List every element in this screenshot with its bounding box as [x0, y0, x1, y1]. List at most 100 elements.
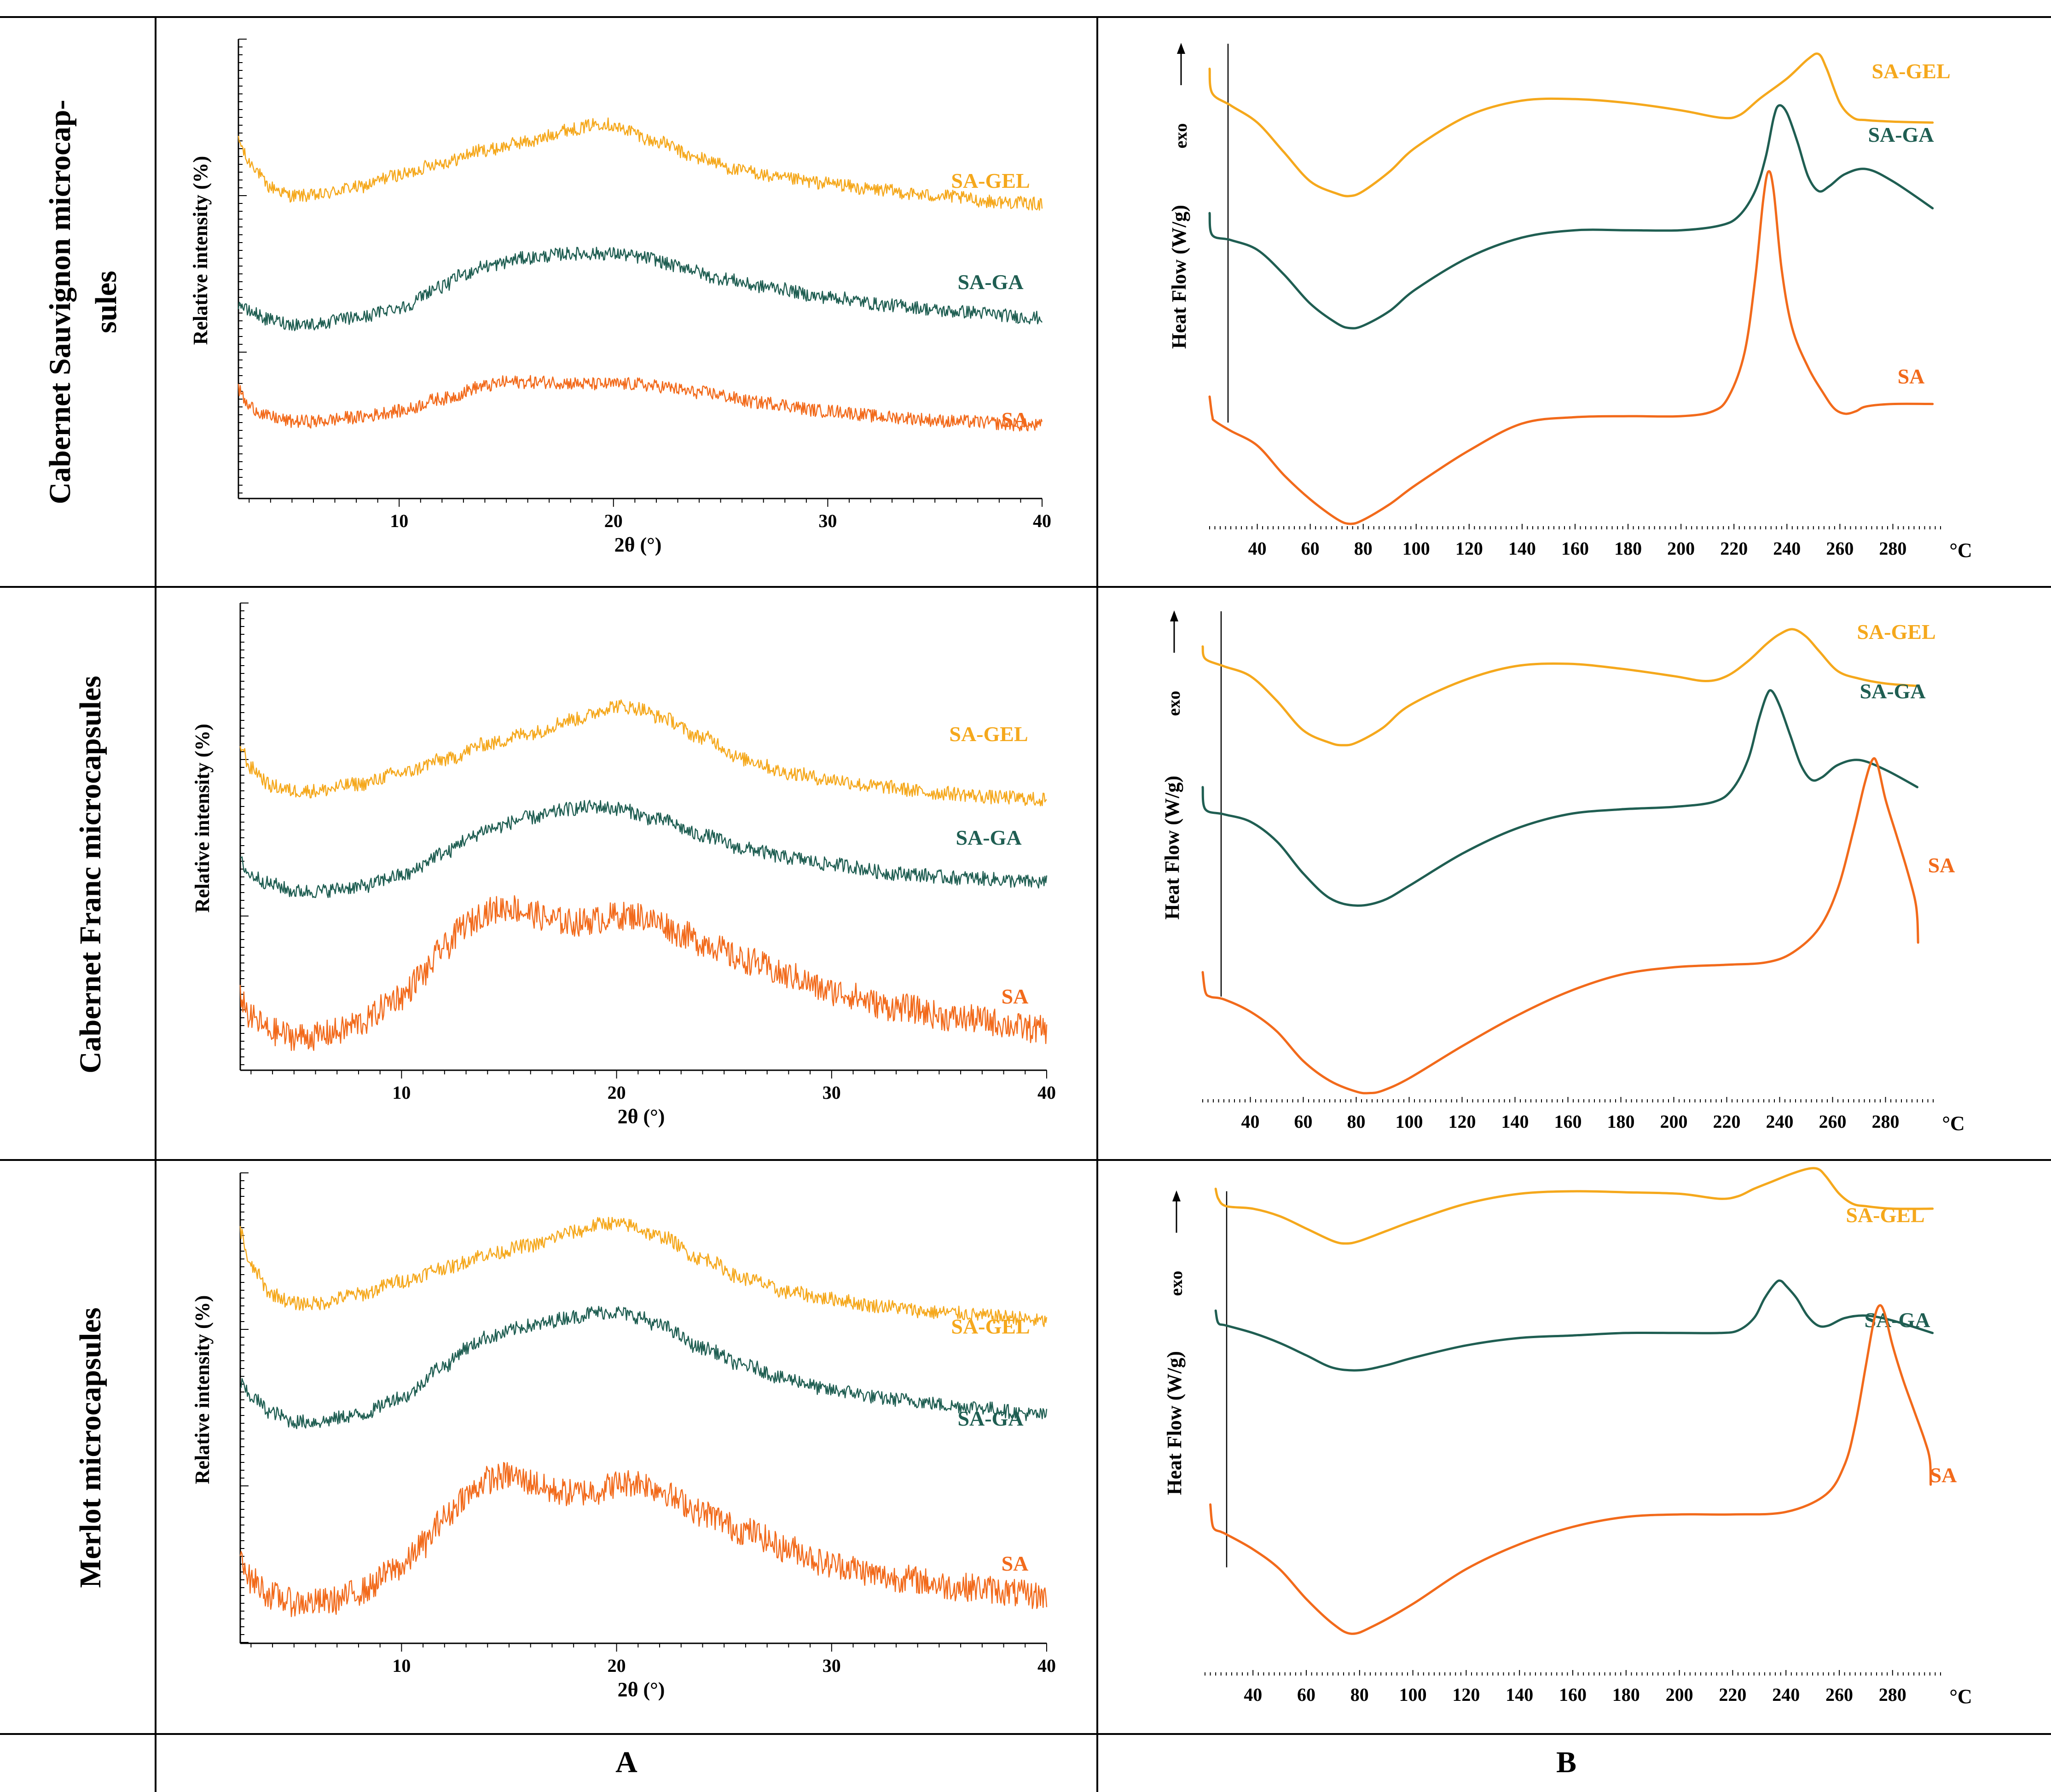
series-line-sa-gel: [239, 1217, 1048, 1327]
x-tick-label: 160: [1554, 1111, 1582, 1132]
chart-dsc-cabernet-franc: 40 60 80 100 120 140 160 180 200 220 240 260 280 °C He…: [1161, 610, 1965, 1135]
series-line-sa-gel: [238, 117, 1043, 211]
y-axis-label: Heat Flow (W/g): [1168, 205, 1190, 349]
series-line-sa-ga: [240, 800, 1048, 898]
series-label-sa: SA: [1928, 853, 1955, 877]
y-axis-minor-ticks: [240, 1172, 249, 1643]
series-label-sa-ga: SA-GA: [957, 270, 1023, 294]
x-tick-label: 200: [1666, 1684, 1693, 1705]
x-tick-label: 80: [1354, 538, 1373, 559]
exo-arrow-icon: [1170, 610, 1178, 621]
x-tick-label: 260: [1825, 1684, 1853, 1705]
x-axis-ticks: [250, 1070, 1047, 1079]
x-tick-label: 140: [1501, 1111, 1529, 1132]
x-tick-label: 40: [1241, 1111, 1260, 1132]
row-label-merlot: Merlot microcapsules: [74, 1307, 107, 1588]
x-tick-label: 280: [1872, 1111, 1900, 1132]
x-tick-label: 100: [1396, 1111, 1423, 1132]
y-axis-label: Heat Flow (W/g): [1163, 1351, 1186, 1495]
x-tick-label: 180: [1614, 538, 1642, 559]
chart-dsc-merlot: 40 60 80 100 120 140 160 180 200 220 240 260 280 °C He…: [1163, 1167, 1972, 1708]
y-axis-label: Heat Flow (W/g): [1161, 776, 1183, 920]
x-tick-label: 240: [1772, 1684, 1800, 1705]
chart-xrd-cabernet-franc: 10 20 30 40 2θ (°) Relative intensity (%) SA-G…: [191, 603, 1056, 1128]
x-tick-label: 40: [1037, 1082, 1056, 1103]
x-tick-label: 140: [1508, 538, 1536, 559]
exo-arrow-icon: [1172, 1190, 1181, 1201]
series-line-sa: [1201, 757, 1919, 1095]
series-label-sa-ga: SA-GA: [956, 826, 1021, 849]
x-tick-label: 100: [1399, 1684, 1427, 1705]
x-tick-label: 220: [1719, 1684, 1746, 1705]
x-tick-label: 220: [1713, 1111, 1741, 1132]
exo-label: exo: [1171, 123, 1191, 149]
x-tick-label: 280: [1879, 1684, 1906, 1705]
chart-xrd-merlot: 10 20 30 40 2θ (°) Relative intensity (%) SA-G…: [191, 1172, 1056, 1701]
y-axis-minor-ticks: [240, 603, 249, 1065]
x-tick-label: 200: [1667, 538, 1695, 559]
x-axis-unit-label: °C: [1949, 539, 1972, 562]
x-axis-label: 2θ (°): [618, 1678, 665, 1701]
series-label-sa: SA: [1002, 985, 1029, 1008]
series-line-sa-ga: [1208, 104, 1934, 330]
exo-arrow-icon: [1177, 43, 1185, 54]
series-label-sa-gel: SA-GEL: [1871, 59, 1950, 83]
x-tick-label: 10: [390, 510, 408, 531]
y-axis-label: Relative intensity (%): [189, 156, 212, 345]
x-tick-label: 60: [1301, 538, 1320, 559]
series-label-sa-gel: SA-GEL: [1857, 620, 1935, 644]
series-line-sa: [239, 895, 1048, 1051]
series-line-sa: [238, 375, 1043, 432]
row-labels: Cabernet Sauvignon microcap-sules Caberne…: [43, 100, 123, 1588]
x-tick-label: 60: [1294, 1111, 1313, 1132]
y-axis-minor-ticks: [238, 39, 247, 493]
x-axis-ticks: [250, 1643, 1047, 1652]
x-axis-unit-label: °C: [1949, 1685, 1972, 1708]
x-tick-label: 80: [1350, 1684, 1369, 1705]
x-axis-ticks: [249, 499, 1043, 507]
series-group: SA-GEL SA-GA SA: [239, 699, 1048, 1051]
x-axis-label: 2θ (°): [614, 534, 662, 556]
x-tick-label: 260: [1826, 538, 1854, 559]
row-label-cabernet-franc: Cabernet Franc microcapsules: [74, 676, 107, 1073]
series-line-sa: [1208, 170, 1934, 525]
x-tick-label: 220: [1720, 538, 1748, 559]
chart-dsc-cabernet-sauvignon: 40 60 80 100 120 140 160 180 200 220 240 260 280 °C He…: [1168, 43, 1972, 562]
x-tick-label: 180: [1607, 1111, 1635, 1132]
y-axis-label: Relative intensity (%): [191, 1295, 214, 1485]
series-label-sa-ga: SA-GA: [957, 1407, 1023, 1430]
series-line-sa-gel: [1201, 628, 1918, 747]
x-tick-label: 20: [608, 1655, 626, 1676]
x-tick-label: 30: [823, 1655, 841, 1676]
x-tick-label: 120: [1448, 1111, 1476, 1132]
exo-label: exo: [1167, 1271, 1186, 1296]
series-line-sa-ga: [1214, 1279, 1934, 1372]
exo-label: exo: [1165, 691, 1184, 716]
chart-panels: 10 20 30 40 2θ (°) Relative intensity (%) SA-G…: [189, 39, 1972, 1708]
chart-xrd-cabernet-sauvignon: 10 20 30 40 2θ (°) Relative intensity (%) SA-G…: [189, 39, 1051, 556]
x-tick-label: 140: [1506, 1684, 1533, 1705]
row-label-cabernet-sauvignon-line1: Cabernet Sauvignon microcap-: [43, 100, 77, 505]
y-axis-label: Relative intensity (%): [191, 724, 214, 913]
x-tick-label: 260: [1819, 1111, 1847, 1132]
x-axis-ticks: [1205, 1670, 1941, 1676]
x-tick-label: 180: [1612, 1684, 1640, 1705]
series-line-sa-ga: [238, 247, 1043, 331]
x-tick-label: 40: [1037, 1655, 1056, 1676]
x-tick-label: 240: [1773, 538, 1801, 559]
x-tick-label: 30: [823, 1082, 841, 1103]
series-label-sa-gel: SA-GEL: [949, 722, 1028, 746]
series-line-sa-ga: [1201, 689, 1918, 907]
x-tick-label: 120: [1455, 538, 1483, 559]
x-tick-label: 60: [1297, 1684, 1315, 1705]
x-tick-label: 20: [608, 1082, 626, 1103]
x-axis-ticks: [1202, 1097, 1934, 1102]
x-tick-label: 100: [1402, 538, 1430, 559]
series-label-sa-gel: SA-GEL: [951, 169, 1030, 192]
x-tick-label: 30: [818, 510, 837, 531]
x-tick-label: 120: [1452, 1684, 1480, 1705]
